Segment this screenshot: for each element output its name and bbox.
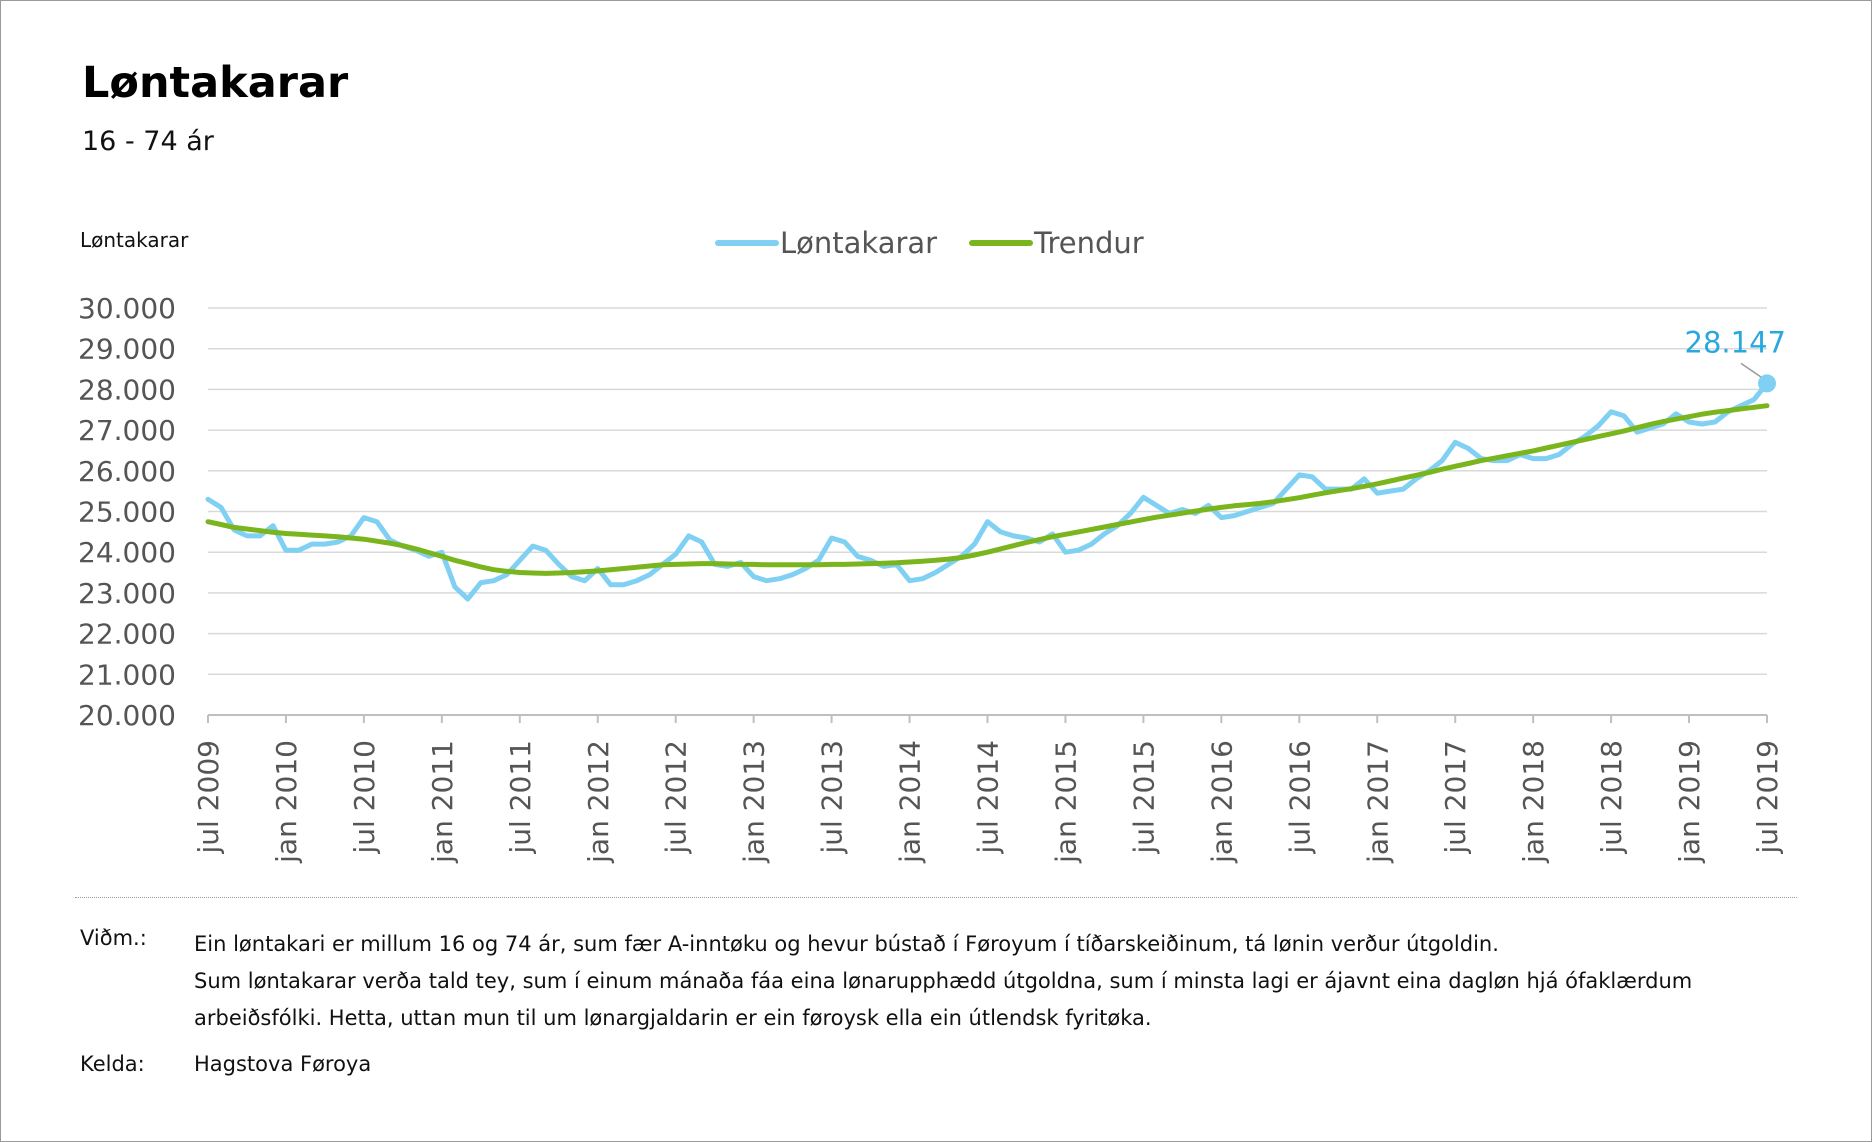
x-tick-label: jan 2016 — [1205, 740, 1238, 864]
x-tick-label: jul 2012 — [660, 740, 693, 854]
x-tick-label: jan 2017 — [1361, 740, 1394, 864]
y-tick-label: 21.000 — [78, 658, 176, 691]
legend-label: Trendur — [1033, 226, 1144, 260]
annotation: 28.147 — [1685, 325, 1786, 393]
line-chart: 20.000 21.000 22.000 23.000 24.000 25.000 26.0… — [78, 226, 1786, 864]
y-axis-ticks: 20.000 21.000 22.000 23.000 24.000 25.000 26.0… — [78, 292, 176, 732]
annotation-label: 28.147 — [1685, 325, 1786, 359]
page-subtitle: 16 - 74 ár — [82, 126, 214, 157]
grid-lines — [208, 307, 1767, 676]
notes-line-2: Sum løntakarar verða tald tey, sum í ein… — [194, 969, 1693, 993]
y-tick-label: 24.000 — [78, 536, 176, 569]
x-tick-label: jul 2017 — [1439, 740, 1472, 854]
y-tick-label: 20.000 — [78, 699, 176, 732]
y-tick-label: 23.000 — [78, 577, 176, 610]
y-tick-label: 28.000 — [78, 373, 176, 406]
series-layer — [205, 380, 1770, 602]
y-tick-label: 22.000 — [78, 618, 176, 651]
y-axis-label: Løntakarar — [80, 228, 189, 252]
legend-item-lontakarar[interactable]: Løntakarar — [715, 226, 937, 260]
x-tick-label: jul 2018 — [1595, 740, 1628, 854]
x-tick-label: jan 2012 — [582, 740, 615, 864]
x-tick-label: jan 2014 — [894, 740, 927, 864]
source-text: Hagstova Føroya — [194, 1052, 372, 1076]
legend-item-trendur[interactable]: Trendur — [969, 226, 1144, 260]
divider — [75, 897, 1797, 898]
x-tick-label: jan 2019 — [1673, 740, 1706, 864]
x-tick-label: jul 2013 — [816, 740, 849, 854]
notes: Ein løntakari er millum 16 og 74 ár, sum… — [194, 926, 1794, 1037]
legend[interactable]: Løntakarar Trendur — [715, 226, 1144, 260]
x-tick-label: jul 2014 — [972, 740, 1005, 854]
annotation-leader — [1740, 362, 1764, 380]
x-tick-label: jul 2015 — [1127, 740, 1160, 854]
x-tick-label: jul 2016 — [1283, 740, 1316, 854]
y-tick-label: 30.000 — [78, 292, 176, 325]
y-tick-label: 25.000 — [78, 496, 176, 529]
x-tick-label: jan 2010 — [270, 740, 303, 864]
y-tick-label: 29.000 — [78, 333, 176, 366]
x-tick-label: jan 2018 — [1517, 740, 1550, 864]
x-tick-label: jul 2010 — [348, 740, 381, 854]
legend-label: Løntakarar — [780, 226, 937, 260]
series-line-trendur — [205, 403, 1770, 576]
x-tick-label: jan 2015 — [1049, 740, 1082, 864]
source-label: Kelda: — [80, 1052, 145, 1076]
page-title: Løntakarar — [82, 58, 349, 108]
y-tick-label: 27.000 — [78, 414, 176, 447]
notes-line-1: Ein løntakari er millum 16 og 74 ár, sum… — [194, 932, 1499, 956]
y-tick-label: 26.000 — [78, 455, 176, 488]
annotation-point[interactable] — [1758, 374, 1776, 393]
x-tick-label: jul 2009 — [192, 740, 225, 854]
x-tick-label: jan 2013 — [738, 740, 771, 864]
x-tick-label: jul 2011 — [504, 740, 537, 854]
series-line-lontakarar — [205, 380, 1770, 602]
x-tick-label: jul 2019 — [1751, 740, 1784, 854]
x-axis: jul 2009 jan 2010 jul 2010 jan 2011 jul 2011… — [192, 714, 1784, 864]
x-tick-label: jan 2011 — [426, 740, 459, 864]
notes-label: Viðm.: — [80, 926, 147, 950]
notes-line-3: arbeiðsfólki. Hetta, uttan mun til um lø… — [194, 1006, 1152, 1030]
